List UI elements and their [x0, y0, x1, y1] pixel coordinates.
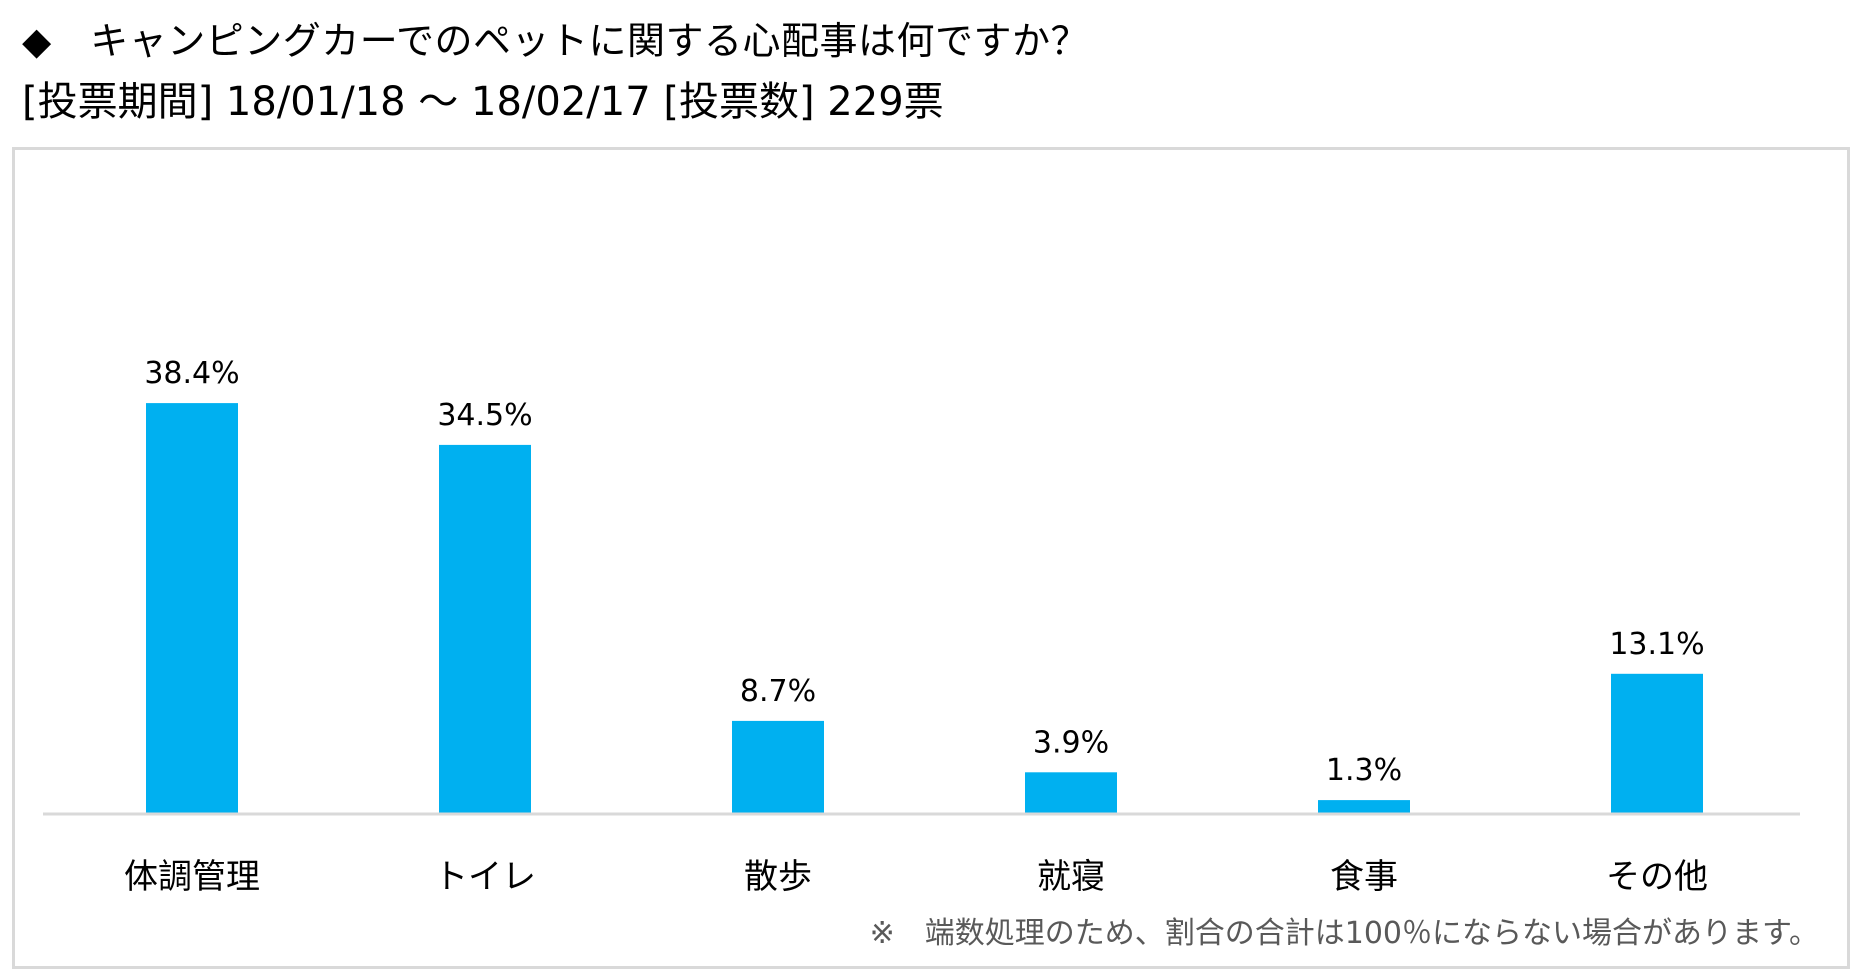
- category-label-6: その他: [1606, 857, 1708, 897]
- data-label-1: 38.4%: [144, 356, 239, 391]
- data-label-5: 1.3%: [1326, 753, 1402, 788]
- category-label-1: 体調管理: [124, 857, 260, 897]
- bar-1: [146, 403, 238, 814]
- category-label-2: トイレ: [434, 857, 536, 897]
- chart-title: ◆ キャンピングカーでのペットに関する心配事は何ですか？: [22, 19, 1089, 63]
- data-label-4: 3.9%: [1033, 725, 1109, 760]
- footnote: ※ 端数処理のため、割合の合計は100％にならない場合があります。: [869, 916, 1819, 951]
- bar-5: [1318, 800, 1410, 814]
- bar-3: [732, 720, 824, 814]
- data-label-2: 34.5%: [437, 398, 532, 433]
- chart-frame: 38.4% 体調管理 34.5% トイレ 8.7% 散歩 3.9% 就寝 1.3% 食事 13.1%…: [12, 147, 1850, 969]
- category-label-5: 食事: [1330, 857, 1398, 897]
- data-label-3: 8.7%: [740, 674, 816, 709]
- data-label-6: 13.1%: [1609, 627, 1704, 662]
- bar-6: [1611, 673, 1703, 814]
- category-label-3: 散歩: [744, 857, 812, 897]
- bar-4: [1025, 772, 1117, 814]
- bar-2: [439, 444, 531, 814]
- category-label-4: 就寝: [1037, 857, 1105, 897]
- chart-subtitle-voting-info: [投票期間] 18/01/18 ～ 18/02/17 [投票数] 229票: [22, 79, 944, 125]
- bar-chart: 38.4% 体調管理 34.5% トイレ 8.7% 散歩 3.9% 就寝 1.3% 食事 13.1%…: [43, 356, 1800, 897]
